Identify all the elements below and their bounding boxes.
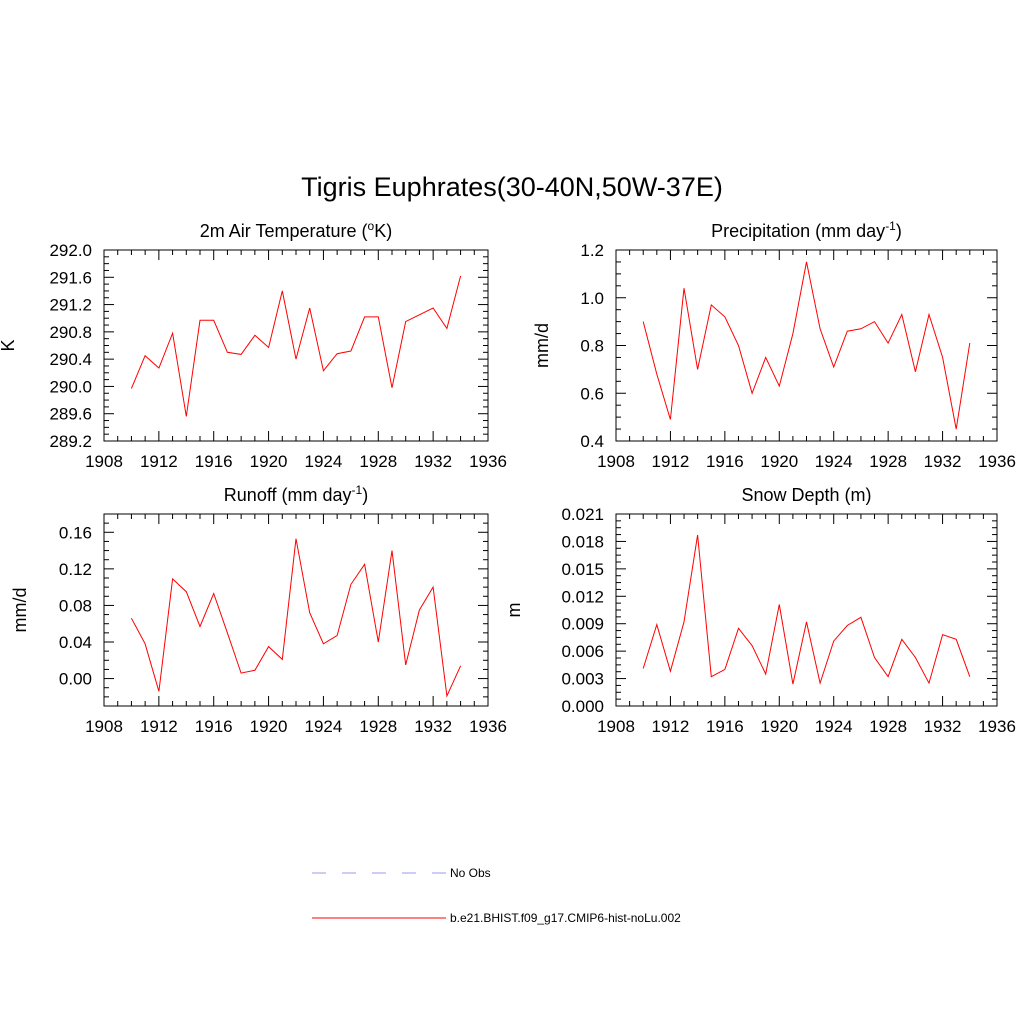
x-tick-label: 1932 <box>414 717 452 736</box>
x-tick-label: 1916 <box>706 452 744 471</box>
y-tick-label: 291.2 <box>49 296 92 315</box>
y-tick-label: 290.0 <box>49 377 92 396</box>
x-tick-label: 1928 <box>869 452 907 471</box>
plot-frame <box>103 249 489 442</box>
x-tick-label: 1928 <box>359 452 397 471</box>
y-axis-label: mm/d <box>10 588 30 633</box>
y-tick-label: 0.021 <box>561 505 604 524</box>
x-tick-label: 1912 <box>140 452 178 471</box>
x-tick-label: 1912 <box>652 717 690 736</box>
y-tick-label: 0.000 <box>561 697 604 716</box>
y-tick-label: 0.04 <box>59 633 92 652</box>
y-tick-label: 0.018 <box>561 532 604 551</box>
y-axis-label: K <box>0 339 18 351</box>
x-tick-label: 1936 <box>469 452 507 471</box>
y-tick-label: 0.12 <box>59 560 92 579</box>
y-tick-label: 292.0 <box>49 241 92 260</box>
legend: No Obs b.e21.BHIST.f09_g17.CMIP6-hist-noL… <box>312 866 681 925</box>
x-tick-label: 1908 <box>85 717 123 736</box>
y-tick-label: 290.8 <box>49 323 92 342</box>
x-tick-label: 1916 <box>195 452 233 471</box>
chart-panel-2: Precipitation (mm day-1) mm/d 1908 1912 1916… <box>532 219 1016 471</box>
x-tick-label: 1932 <box>924 452 962 471</box>
x-tick-label: 1920 <box>250 717 288 736</box>
panel-title: Snow Depth (m) <box>741 485 871 505</box>
y-tick-label: 289.6 <box>49 405 92 424</box>
x-tick-label: 1912 <box>652 452 690 471</box>
y-axis-label: mm/d <box>532 323 552 368</box>
series-line <box>642 261 971 430</box>
y-tick-label: 0.4 <box>580 432 604 451</box>
series-line <box>642 534 971 686</box>
y-tick-label: 1.0 <box>580 289 604 308</box>
x-tick-label: 1924 <box>305 452 343 471</box>
y-tick-label: 0.015 <box>561 560 604 579</box>
x-tick-label: 1932 <box>924 717 962 736</box>
x-tick-label: 1908 <box>597 717 635 736</box>
x-tick-label: 1920 <box>760 452 798 471</box>
x-tick-label: 1916 <box>195 717 233 736</box>
chart-panel-4: Snow Depth (m) m 1908 1912 1916 1920 1924 1928 1… <box>504 485 1016 736</box>
y-tick-label: 290.4 <box>49 350 92 369</box>
y-tick-label: 291.6 <box>49 268 92 287</box>
panel-title: Runoff (mm day-1) <box>224 483 368 505</box>
y-axis-label: m <box>504 603 524 618</box>
x-tick-label: 1924 <box>815 717 853 736</box>
x-tick-label: 1936 <box>469 717 507 736</box>
x-tick-label: 1928 <box>359 717 397 736</box>
x-tick-label: 1916 <box>706 717 744 736</box>
legend-item: No Obs <box>312 866 491 880</box>
x-tick-label: 1920 <box>760 717 798 736</box>
y-tick-label: 0.08 <box>59 596 92 615</box>
y-tick-label: 0.16 <box>59 523 92 542</box>
legend-label: b.e21.BHIST.f09_g17.CMIP6-hist-noLu.002 <box>450 911 681 925</box>
x-tick-label: 1920 <box>250 452 288 471</box>
main-title: Tigris Euphrates(30-40N,50W-37E) <box>301 172 723 202</box>
x-tick-label: 1936 <box>978 452 1016 471</box>
x-tick-label: 1908 <box>85 452 123 471</box>
y-tick-label: 0.003 <box>561 670 604 689</box>
x-tick-label: 1928 <box>869 717 907 736</box>
panels: 2m Air Temperature (oK) K 1908 1912 1916 1920… <box>0 219 1016 736</box>
legend-label: No Obs <box>450 866 491 880</box>
chart-panel-3: Runoff (mm day-1) mm/d 1908 1912 1916 1920 192… <box>10 483 507 736</box>
y-tick-label: 0.006 <box>561 642 604 661</box>
series-line <box>130 275 462 417</box>
plot-frame <box>615 513 998 707</box>
plot-frame <box>615 249 998 442</box>
y-tick-label: 0.009 <box>561 615 604 634</box>
y-tick-label: 1.2 <box>580 241 604 260</box>
x-tick-label: 1924 <box>815 452 853 471</box>
panel-title: Precipitation (mm day-1) <box>711 219 902 241</box>
x-tick-label: 1912 <box>140 717 178 736</box>
y-tick-label: 0.00 <box>59 670 92 689</box>
chart-panel-1: 2m Air Temperature (oK) K 1908 1912 1916 1920… <box>0 219 507 471</box>
y-tick-label: 0.012 <box>561 587 604 606</box>
x-tick-label: 1936 <box>978 717 1016 736</box>
x-tick-label: 1924 <box>305 717 343 736</box>
legend-item: b.e21.BHIST.f09_g17.CMIP6-hist-noLu.002 <box>312 911 681 925</box>
y-tick-label: 0.8 <box>580 337 604 356</box>
x-tick-label: 1932 <box>414 452 452 471</box>
x-tick-label: 1908 <box>597 452 635 471</box>
y-tick-label: 289.2 <box>49 432 92 451</box>
y-tick-label: 0.6 <box>580 384 604 403</box>
panel-title: 2m Air Temperature (oK) <box>200 219 392 241</box>
series-line <box>130 538 462 698</box>
